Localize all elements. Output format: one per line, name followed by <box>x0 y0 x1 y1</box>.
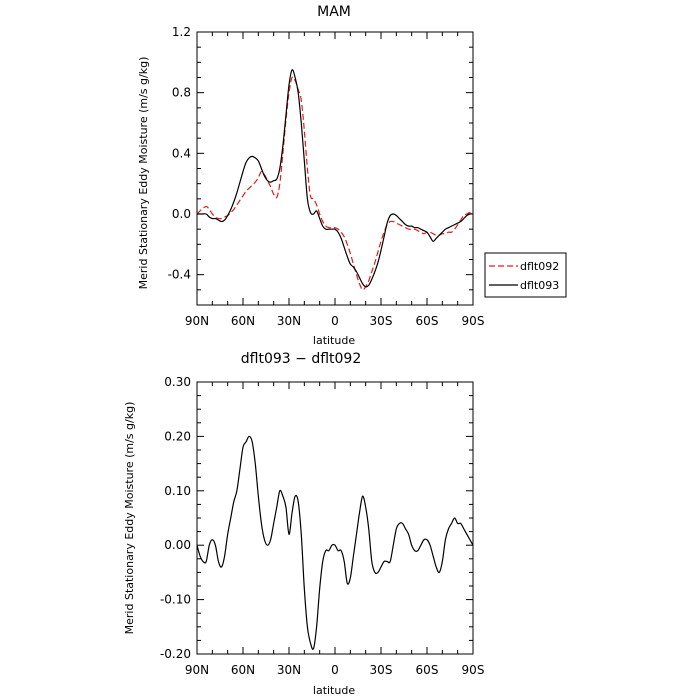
bottom-series-line-series-0 <box>196 435 474 650</box>
bottom-x-tick-label: 60S <box>416 663 439 677</box>
bottom-y-axis-label: Merid Stationary Eddy Moisture (m/s g/kg… <box>123 402 136 635</box>
top-axis-ticks: 90N 60N 30N 0 30S 60S 90S -0.4 0.0 0.4 0.8 1.2 <box>168 25 485 328</box>
bottom-y-tick-label: -0.10 <box>160 593 191 607</box>
top-x-tick-label: 30S <box>370 314 393 328</box>
legend-label-dflt092: dflt092 <box>520 260 559 273</box>
top-series-line-dflt093 <box>197 69 474 288</box>
top-y-axis-label: Merid Stationary Eddy Moisture (m/s g/kg… <box>137 57 150 290</box>
top-x-tick-label: 60N <box>231 314 255 328</box>
top-x-tick-label: 90N <box>185 314 209 328</box>
bottom-x-tick-label: 30N <box>277 663 301 677</box>
top-y-tick-label: -0.4 <box>168 268 191 282</box>
bottom-y-tick-label: 0.00 <box>164 538 191 552</box>
top-y-tick-label: 0.0 <box>172 207 191 221</box>
bottom-x-tick-label: 30S <box>370 663 393 677</box>
top-x-tick-label: 60S <box>416 314 439 328</box>
bottom-y-tick-label: 0.30 <box>164 375 191 389</box>
bottom-x-tick-label: 90N <box>185 663 209 677</box>
top-plot-frame <box>196 31 474 306</box>
top-y-tick-label: 0.8 <box>172 86 191 100</box>
top-series-line-dflt092 <box>196 76 474 291</box>
bottom-panel: dflt093 − dflt092 Merid Stationary Eddy … <box>123 351 484 697</box>
legend-label-dflt093: dflt093 <box>520 279 559 292</box>
bottom-y-tick-label: 0.20 <box>164 429 191 443</box>
top-panel: MAM Merid Stationary Eddy Moisture (m/s … <box>137 4 567 347</box>
legend-box <box>484 252 567 298</box>
bottom-axis-ticks: 90N 60N 30N 0 30S 60S 90S -0.20 -0.10 0.00 0.10 0.2… <box>160 375 485 677</box>
top-x-tick-label: 30N <box>277 314 301 328</box>
top-x-axis-label: latitude <box>313 334 355 347</box>
bottom-plot-frame <box>196 381 474 655</box>
bottom-y-tick-label: 0.10 <box>164 484 191 498</box>
bottom-x-tick-label: 90S <box>462 663 485 677</box>
top-chart-title: MAM <box>317 4 351 20</box>
top-x-tick-label: 90S <box>462 314 485 328</box>
bottom-y-tick-label: -0.20 <box>160 647 191 661</box>
top-x-tick-label: 0 <box>331 314 339 328</box>
bottom-x-tick-label: 60N <box>231 663 255 677</box>
bottom-x-tick-label: 0 <box>331 663 339 677</box>
bottom-chart-title: dflt093 − dflt092 <box>241 351 361 367</box>
top-y-tick-label: 0.4 <box>172 146 191 160</box>
legend: dflt092 dflt093 <box>484 252 567 298</box>
bottom-series-lines <box>196 435 474 650</box>
top-y-tick-label: 1.2 <box>172 25 191 39</box>
bottom-x-axis-label: latitude <box>313 684 355 697</box>
top-series-lines <box>196 69 474 291</box>
